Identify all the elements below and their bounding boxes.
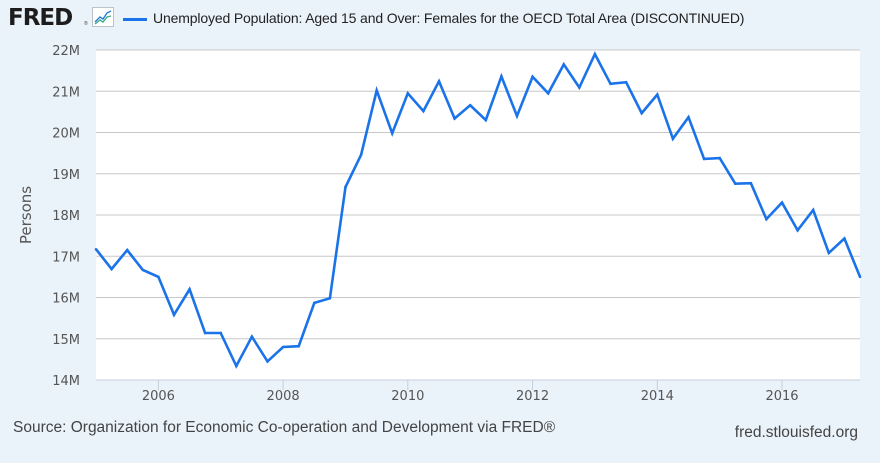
data-point[interactable] [125, 248, 129, 252]
data-point[interactable] [110, 267, 113, 271]
data-point[interactable] [406, 92, 410, 95]
chart-header: FRED ® Unemployed Population: Aged 15 an… [0, 0, 880, 36]
data-point[interactable] [437, 80, 441, 83]
x-tick-label: 2014 [641, 389, 674, 404]
data-point[interactable] [94, 247, 98, 251]
y-tick-label: 22M [52, 44, 80, 59]
x-tick-label: 2012 [516, 389, 549, 404]
data-point[interactable] [188, 287, 191, 291]
data-point[interactable] [546, 92, 550, 95]
data-point[interactable] [827, 251, 831, 255]
data-point[interactable] [344, 185, 347, 189]
data-point[interactable] [375, 89, 378, 92]
y-tick-label: 21M [52, 85, 80, 100]
data-point[interactable] [749, 181, 753, 185]
data-point[interactable] [219, 331, 223, 335]
x-tick-label: 2016 [765, 389, 798, 404]
data-point[interactable] [671, 137, 675, 140]
data-point[interactable] [484, 118, 488, 122]
source-note: Source: Organization for Economic Co-ope… [13, 419, 556, 436]
y-axis: 14M 15M 16M 17M 18M 19M 20M 21M 22M [52, 44, 80, 389]
data-point[interactable] [235, 364, 238, 368]
data-point[interactable] [796, 228, 799, 232]
data-point[interactable] [297, 344, 300, 348]
data-point[interactable] [328, 297, 332, 300]
fred-logo[interactable]: FRED [8, 5, 73, 31]
data-point[interactable] [141, 268, 145, 272]
data-point[interactable] [780, 201, 784, 204]
data-point[interactable] [390, 132, 394, 135]
data-point[interactable] [515, 114, 519, 118]
y-tick-label: 20M [52, 127, 80, 142]
data-point[interactable] [765, 217, 768, 221]
x-tick-label: 2010 [391, 389, 424, 404]
data-point[interactable] [702, 157, 706, 161]
data-point[interactable] [312, 301, 316, 305]
data-point[interactable] [593, 52, 597, 56]
data-point[interactable] [157, 275, 160, 279]
y-tick-label: 16M [52, 292, 80, 307]
y-tick-label: 17M [52, 250, 80, 265]
data-point[interactable] [609, 82, 612, 86]
series-line[interactable] [94, 51, 862, 369]
y-axis-title: Persons [17, 186, 35, 244]
data-point[interactable] [562, 63, 566, 66]
data-point[interactable] [843, 237, 846, 240]
data-point[interactable] [718, 156, 721, 160]
site-link[interactable]: fred.stlouisfed.org [734, 424, 858, 441]
data-point[interactable] [811, 208, 815, 212]
y-tick-label: 14M [52, 374, 80, 389]
legend-series-swatch [123, 18, 147, 21]
y-tick-label: 18M [52, 209, 80, 224]
data-point[interactable] [656, 93, 659, 96]
data-point[interactable] [281, 345, 285, 349]
x-axis: 2006 2008 2010 2012 2014 2016 [96, 379, 860, 404]
data-point[interactable] [733, 182, 737, 185]
data-point[interactable] [640, 111, 644, 115]
data-point[interactable] [624, 80, 628, 84]
chart-title: Unemployed Population: Aged 15 and Over:… [153, 10, 745, 26]
data-point[interactable] [203, 331, 207, 335]
data-point[interactable] [531, 75, 534, 79]
data-point[interactable] [422, 109, 425, 113]
data-point[interactable] [468, 103, 472, 107]
data-point[interactable] [687, 115, 690, 119]
y-tick-label: 19M [52, 168, 80, 183]
registered-mark: ® [84, 21, 88, 27]
y-tick-label: 15M [52, 333, 80, 348]
x-tick-label: 2006 [142, 389, 175, 404]
data-point[interactable] [172, 313, 176, 317]
data-point[interactable] [359, 153, 363, 157]
series-layer [94, 51, 862, 369]
data-point[interactable] [578, 86, 581, 89]
data-point[interactable] [266, 360, 269, 363]
x-tick-label: 2008 [267, 389, 300, 404]
data-point[interactable] [453, 117, 456, 120]
fred-chart-icon [92, 7, 114, 27]
data-point[interactable] [250, 335, 254, 338]
data-point[interactable] [500, 75, 503, 78]
data-point[interactable] [858, 275, 862, 279]
